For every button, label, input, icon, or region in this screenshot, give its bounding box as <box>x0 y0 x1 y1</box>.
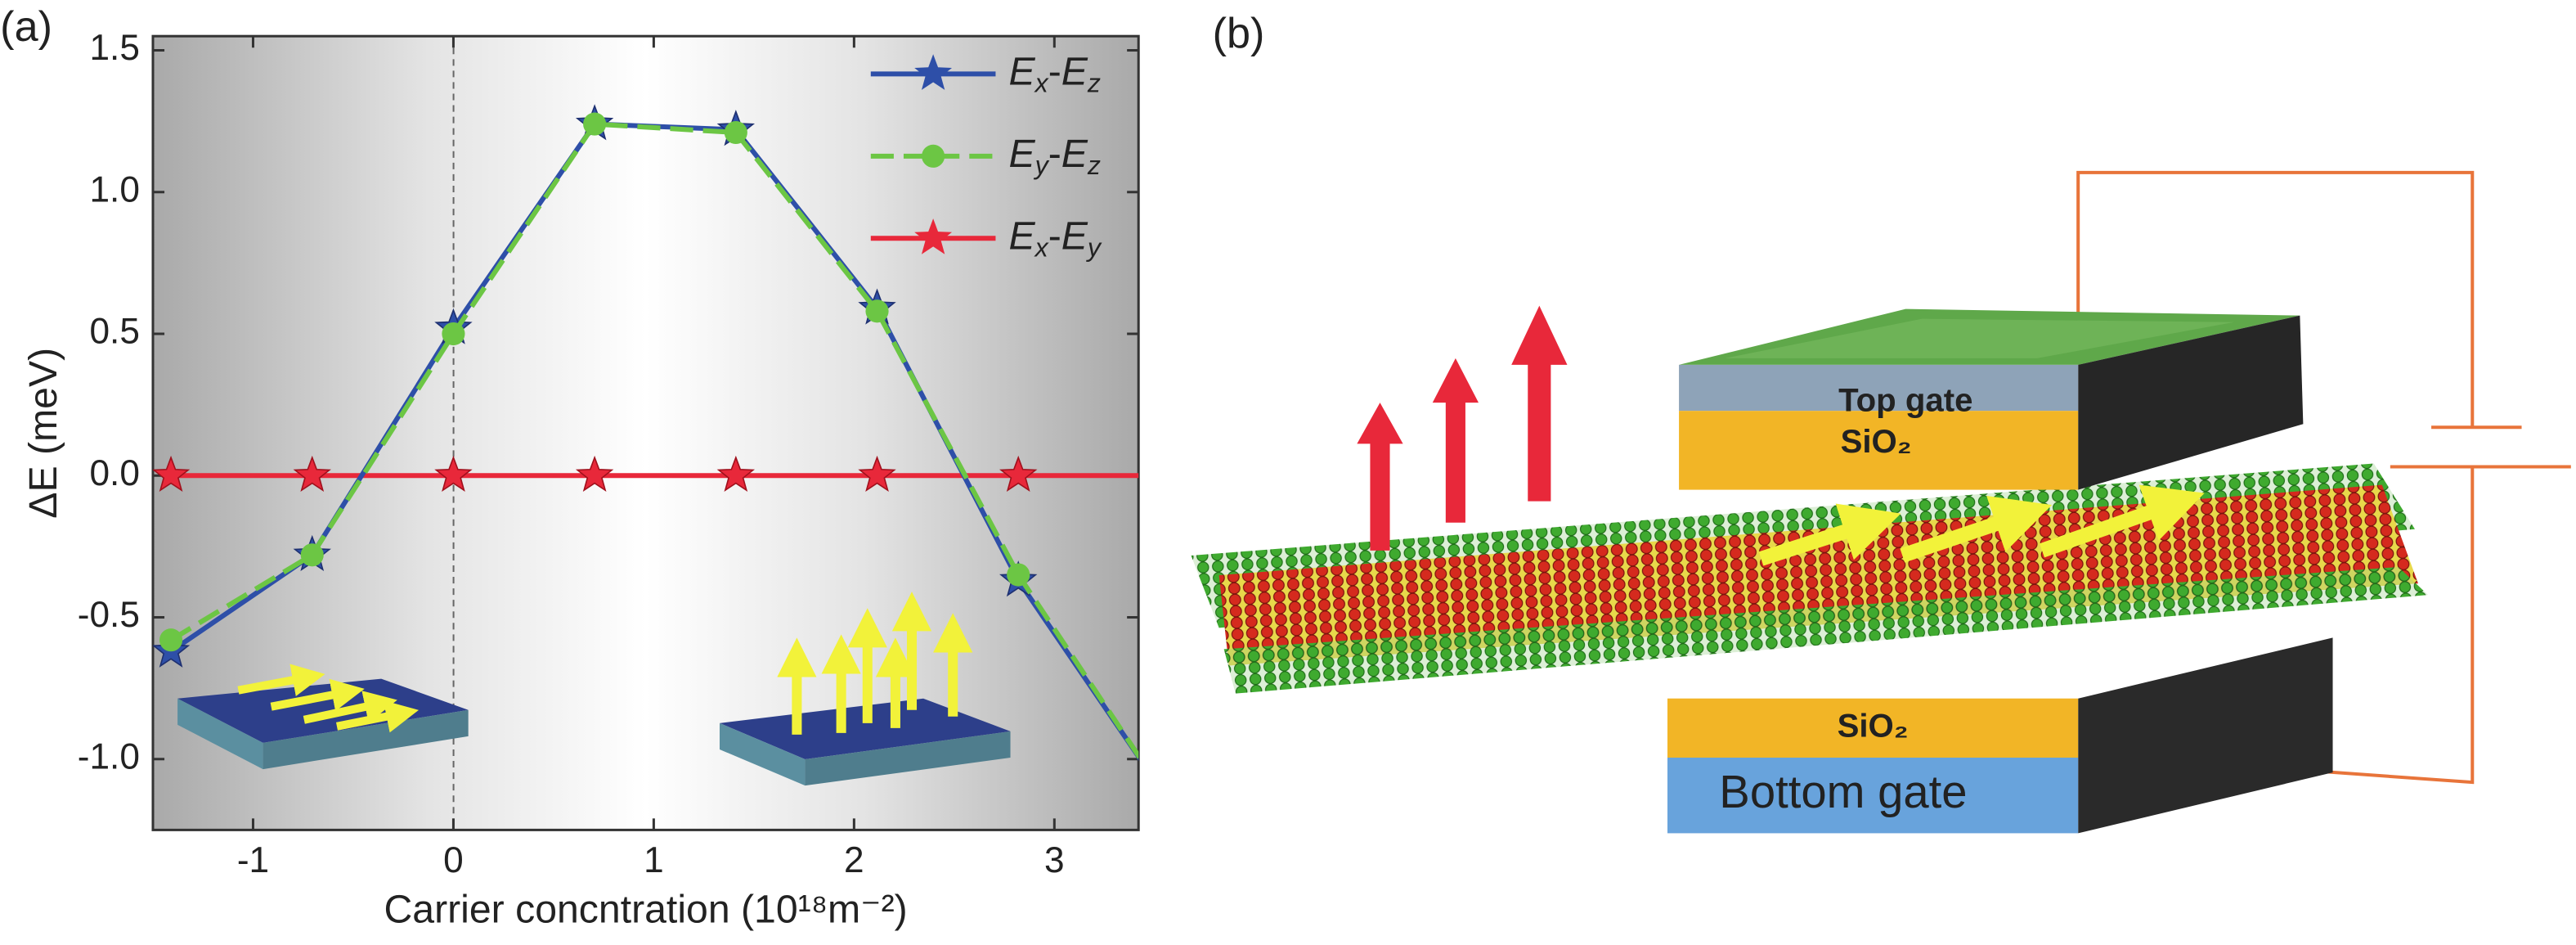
star-marker <box>716 455 756 492</box>
series-line <box>169 121 1139 761</box>
legend-item: Ex-Ez <box>870 49 1101 98</box>
panel-label: (a) <box>0 3 52 51</box>
legend-label: Ex-Ey <box>1009 214 1102 263</box>
x-tick-label: 2 <box>844 840 864 880</box>
x-tick-label: 0 <box>443 840 464 880</box>
y-tick-label: -0.5 <box>78 595 140 635</box>
star-marker <box>1142 457 1177 490</box>
legend-char: z <box>1087 151 1101 180</box>
circle-marker <box>1148 776 1171 799</box>
layer-label: SiO₂ <box>1838 707 1909 744</box>
legend-char: - <box>1048 49 1061 93</box>
legend-label: Ey-Ez <box>1009 132 1101 181</box>
legend-char: E <box>1061 49 1088 93</box>
star-marker <box>152 455 191 492</box>
layer-label: Bottom gate <box>1719 766 1967 817</box>
legend-char: x <box>1034 233 1049 263</box>
legend-char: E <box>1009 214 1036 258</box>
legend-char: E <box>1009 132 1036 176</box>
circle-marker <box>1007 563 1030 587</box>
star-marker <box>293 455 331 492</box>
legend-char: - <box>1048 214 1061 258</box>
y-tick-label: -1.0 <box>78 736 140 776</box>
legend-char: - <box>1048 132 1061 176</box>
spin-up-arrows <box>1357 305 1568 551</box>
legend-char: y <box>1034 151 1050 180</box>
x-tick-label: 3 <box>1044 840 1065 880</box>
chart: -1.0 -0.5 0.0 0.5 1.0 1.5 -1 0 1 2 3 Carrier concnt… <box>21 28 1177 932</box>
x-tick-label: -1 <box>237 840 269 880</box>
x-tick-label: 1 <box>644 840 664 880</box>
inset-in-plane <box>177 664 469 770</box>
legend-char: E <box>1009 49 1036 93</box>
layer-label: SiO₂ <box>1841 423 1912 460</box>
top-stack: Top gate SiO₂ <box>1679 308 2304 490</box>
circle-marker <box>300 543 324 567</box>
legend-char: y <box>1086 233 1102 263</box>
circle-marker <box>865 299 889 323</box>
legend-marker <box>914 218 953 254</box>
legend-char: E <box>1061 132 1088 176</box>
legend-marker <box>914 54 953 90</box>
plot-clip <box>152 104 1177 802</box>
legend-label: Ex-Ez <box>1009 49 1101 98</box>
circle-marker <box>159 628 183 652</box>
star-marker <box>858 455 896 492</box>
panel-label: (b) <box>1213 10 1265 57</box>
legend-char: x <box>1034 69 1049 98</box>
x-axis-label: Carrier concntration (10¹⁸m⁻²) <box>384 888 907 932</box>
circle-marker <box>583 112 607 136</box>
bottom-stack: SiO₂ Bottom gate <box>1667 637 2333 834</box>
y-tick-label: 1.0 <box>89 169 139 209</box>
y-tick-label: 1.5 <box>89 28 139 68</box>
inset-out-of-plane <box>719 592 1011 786</box>
star-marker <box>1142 769 1177 802</box>
y-tick-label: 0.0 <box>89 453 139 493</box>
circle-marker <box>724 120 747 145</box>
star-marker <box>434 455 473 492</box>
star-marker <box>575 455 614 492</box>
legend-char: E <box>1061 214 1088 258</box>
legend-marker <box>922 144 945 168</box>
star-marker <box>999 455 1038 492</box>
y-axis-label: ΔE (meV) <box>21 348 65 519</box>
legend-char: z <box>1087 69 1101 98</box>
legend-item: Ey-Ez <box>870 132 1101 181</box>
circle-marker <box>442 322 465 346</box>
y-tick-label: 0.5 <box>89 312 139 352</box>
legend-item: Ex-Ey <box>870 214 1102 263</box>
layer-label: Top gate <box>1838 382 1972 419</box>
in-plane-arrows <box>1758 484 2205 566</box>
